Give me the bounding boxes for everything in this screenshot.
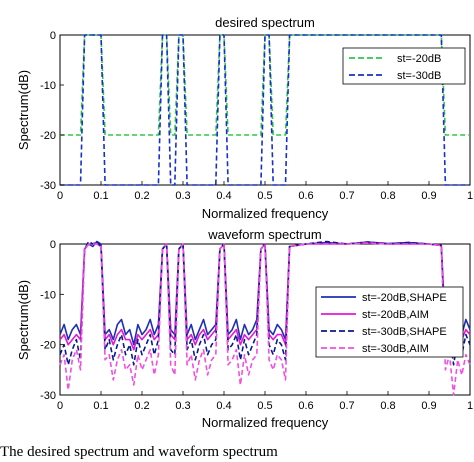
x-tick-label: 0.2 xyxy=(134,190,149,202)
waveform-spectrum-title: waveform spectrum xyxy=(207,227,321,242)
waveform-spectrum-xlabel: Normalized frequency xyxy=(202,415,329,430)
legend-label-st-30dB-aim: st=-30dB,AIM xyxy=(362,343,429,355)
legend-label-st-20dB: st=-20dB xyxy=(397,53,441,65)
desired-spectrum-xlabel: Normalized frequency xyxy=(202,206,329,221)
x-tick-label: 0.5 xyxy=(257,190,272,202)
desired-spectrum-series-group xyxy=(60,34,470,186)
desired-spectrum-legend: st=-20dB st=-30dB xyxy=(342,47,466,85)
y-tick-label: -20 xyxy=(40,340,56,352)
x-tick-label: 0.1 xyxy=(93,400,108,412)
x-tick-label: 0.8 xyxy=(380,190,395,202)
y-tick-label: 0 xyxy=(50,30,56,42)
legend-box xyxy=(342,47,466,85)
x-tick-label: 0.4 xyxy=(216,400,231,412)
x-tick-label: 1 xyxy=(467,400,473,412)
x-tick-label: 0.8 xyxy=(380,400,395,412)
waveform-spectrum-ylabel: Spectrum(dB) xyxy=(16,280,31,360)
x-tick-label: 0.1 xyxy=(93,190,108,202)
y-tick-label: -10 xyxy=(40,289,56,301)
x-tick-label: 0.7 xyxy=(339,190,354,202)
x-tick-label: 0 xyxy=(57,190,63,202)
legend-label-st-20dB-shape: st=-20dB,SHAPE xyxy=(362,292,447,304)
x-tick-label: 0.2 xyxy=(134,400,149,412)
x-tick-label: 0.6 xyxy=(298,190,313,202)
y-tick-label: -10 xyxy=(40,80,56,92)
x-tick-label: 1 xyxy=(467,190,473,202)
legend-label-st-30dB: st=-30dB xyxy=(397,70,441,82)
x-tick-label: 0.9 xyxy=(421,400,436,412)
y-tick-label: -30 xyxy=(40,390,56,402)
y-tick-label: 0 xyxy=(50,239,56,251)
series-line-0-1 xyxy=(60,34,470,186)
desired-spectrum-ticks: 0 0.1 0.2 0.3 0.4 0.5 0.6 0.7 0.8 0.9 1 0 -10 -20 -30 xyxy=(40,30,473,202)
waveform-spectrum-legend: st=-20dB,SHAPE st=-20dB,AIM st=-30dB,SHA… xyxy=(315,286,464,358)
y-tick-label: -30 xyxy=(40,180,56,192)
figure-canvas: desired spectrum 0 0.1 0.2 0.3 0.4 0.5 0.6 0.7 0… xyxy=(16,15,473,430)
x-tick-label: 0.9 xyxy=(421,190,436,202)
series-line-1-3 xyxy=(59,242,471,396)
figure-caption: The desired spectrum and waveform spectr… xyxy=(0,444,278,460)
legend-label-st-30dB-shape: st=-30dB,SHAPE xyxy=(362,326,447,338)
y-tick-label: -20 xyxy=(40,130,56,142)
desired-spectrum-title: desired spectrum xyxy=(215,15,315,30)
desired-spectrum-panel: desired spectrum 0 0.1 0.2 0.3 0.4 0.5 0.6 0.7 0… xyxy=(16,15,473,221)
x-tick-label: 0.4 xyxy=(216,190,231,202)
waveform-spectrum-series-group xyxy=(59,240,471,396)
x-tick-label: 0.7 xyxy=(339,400,354,412)
x-tick-label: 0.6 xyxy=(298,400,313,412)
x-tick-label: 0.5 xyxy=(257,400,272,412)
x-tick-label: 0 xyxy=(57,400,63,412)
waveform-spectrum-panel: waveform spectrum 0 0.1 0.2 0.3 0.4 0.5 0.6 0.7… xyxy=(16,227,473,430)
legend-label-st-20dB-aim: st=-20dB,AIM xyxy=(362,309,429,321)
desired-spectrum-ylabel: Spectrum(dB) xyxy=(16,70,31,150)
legend-box xyxy=(315,286,464,358)
waveform-spectrum-ticks: 0 0.1 0.2 0.3 0.4 0.5 0.6 0.7 0.8 0.9 1 0 -10 -20 -30 xyxy=(40,239,473,412)
x-tick-label: 0.3 xyxy=(175,190,190,202)
x-tick-label: 0.3 xyxy=(175,400,190,412)
